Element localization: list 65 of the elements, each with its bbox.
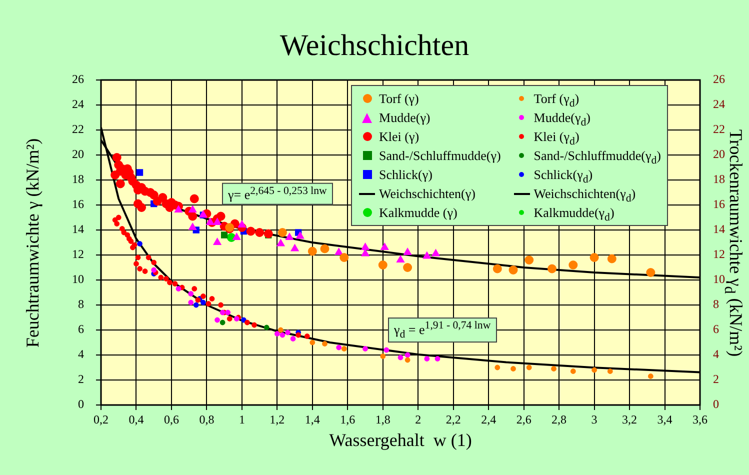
x-tick-label: 3,4 — [657, 412, 672, 426]
legend-label: Sand-/Schluffmudde(γ) — [379, 147, 501, 165]
y2-tick-label: 14 — [713, 222, 725, 236]
x-tick-label: 0,8 — [199, 412, 214, 426]
x-tick-label: 0,6 — [164, 412, 179, 426]
chart-title: Weichschichten — [278, 28, 470, 64]
y2-tick-label: 10 — [713, 272, 725, 286]
x-tick-label: 3,2 — [622, 412, 638, 426]
x-tick-label: 2,2 — [446, 412, 461, 426]
legend-label: Kalkmudde (γ) — [379, 204, 458, 222]
legend-label: Klei (γ$_{d}$) — [534, 128, 580, 148]
legend-label: Weichschichten(γ) — [379, 185, 476, 203]
legend-label: Schlick(γ) — [379, 166, 432, 184]
y-tick-label: 12 — [72, 247, 84, 262]
y-tick-label: 22 — [72, 122, 84, 136]
annotation: γ= e$^{2,645 - 0,253 lnw}$ — [222, 182, 333, 206]
annotation: γ$_{d}$ = e$^{1,91 - 0,74 lnw}$ — [388, 318, 497, 342]
x-tick-label: 2,6 — [516, 412, 532, 426]
x-tick-label: 1,4 — [304, 412, 320, 426]
x-tick-label: 3,6 — [692, 412, 708, 426]
legend-label: Sand-/Schluffmudde(γ$_{d}$) — [534, 147, 661, 167]
x-axis-title: Wassergehalt w (1) — [328, 430, 473, 451]
legend-label: Kalkmudde(γ$_{d}$) — [534, 204, 614, 224]
x-tick-label: 1 — [238, 412, 245, 426]
y2-tick-label: 18 — [713, 172, 725, 186]
x-tick-label: 1,2 — [270, 412, 285, 426]
legend-label: Klei (γ) — [379, 128, 420, 146]
legend-label: Weichschichten(γ$_{d}$) — [534, 185, 636, 205]
y2-tick-label: 22 — [713, 122, 725, 136]
y2-tick-label: 4 — [713, 347, 719, 362]
legend-label: Torf (γ) — [379, 90, 419, 108]
y-tick-label: 24 — [72, 97, 84, 112]
y2-tick-label: 24 — [713, 97, 725, 112]
x-tick-label: 1,8 — [375, 412, 390, 426]
y2-tick-label: 2 — [713, 372, 719, 386]
y-tick-label: 14 — [72, 222, 84, 236]
y-tick-label: 2 — [78, 372, 84, 386]
x-tick-label: 3 — [591, 412, 598, 426]
y-axis-title: Feuchtraumwichte γ (kN/m²) — [22, 138, 44, 348]
y2-tick-label: 0 — [713, 397, 719, 412]
x-tick-label: 0,4 — [128, 412, 144, 426]
y-tick-label: 4 — [78, 347, 84, 362]
y-tick-label: 10 — [72, 272, 84, 286]
y-tick-label: 0 — [78, 397, 84, 412]
y2-tick-label: 20 — [713, 147, 725, 162]
y2-tick-label: 8 — [713, 297, 719, 312]
y-tick-label: 18 — [72, 172, 84, 186]
y2-tick-label: 6 — [713, 322, 719, 336]
x-tick-label: 0,2 — [94, 412, 108, 426]
legend-label: Mudde(γ$_{d}$) — [534, 109, 590, 129]
legend-label: Mudde(γ) — [379, 109, 430, 127]
y-tick-label: 20 — [72, 147, 84, 162]
x-tick-label: 2 — [415, 412, 422, 426]
y-tick-label: 8 — [78, 297, 84, 312]
legend-label: Torf (γ$_{d}$) — [534, 90, 580, 110]
y2-tick-label: 16 — [713, 197, 725, 212]
y2-tick-label: 26 — [713, 72, 725, 86]
legend-label: Schlick(γ$_{d}$) — [534, 166, 593, 186]
y-tick-label: 6 — [78, 322, 84, 336]
y2-tick-label: 12 — [713, 247, 725, 262]
x-tick-label: 2,4 — [481, 412, 496, 426]
y-tick-label: 26 — [72, 72, 84, 86]
y-tick-label: 16 — [72, 197, 84, 212]
x-tick-label: 2,8 — [552, 412, 567, 426]
x-tick-label: 1,6 — [340, 412, 356, 426]
